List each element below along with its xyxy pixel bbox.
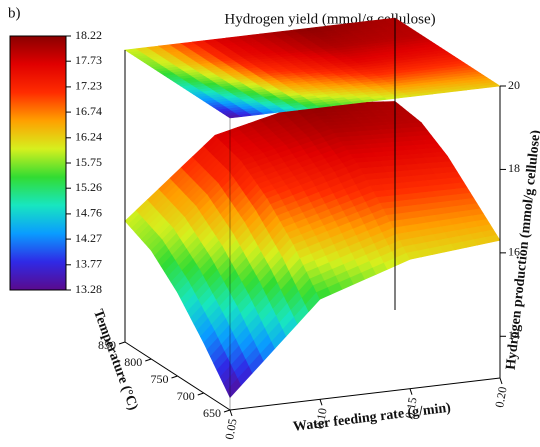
- x-tick: [409, 388, 413, 395]
- y-tick-label: 700: [177, 389, 195, 403]
- z-tick-label: 16: [508, 245, 520, 259]
- x-axis-label: Water feeding rate (g/min): [292, 401, 452, 435]
- surface-patch: [484, 234, 501, 244]
- x-tick-label: 0.20: [492, 386, 509, 409]
- axes: 0.05 0.10 0.15 0.20 650 700 750 800 850 14 16 18 20: [98, 18, 520, 441]
- x-tick-label: 0.15: [402, 396, 419, 419]
- y-tick-label: 650: [203, 406, 221, 420]
- x-tick: [499, 377, 503, 385]
- y-tick: [118, 341, 126, 345]
- colorbar-tick-label: 14.76: [75, 206, 102, 220]
- x-tick-label: 0.05: [222, 418, 239, 441]
- colorbar-tick-label: 17.73: [75, 53, 102, 67]
- y-tick: [171, 375, 178, 379]
- y-tick: [197, 392, 204, 396]
- y-tick-label: 850: [98, 338, 116, 352]
- z-tick-label: 20: [508, 78, 520, 92]
- colorbar-tick-label: 13.28: [75, 282, 102, 296]
- colorbar: [9, 35, 67, 291]
- x-tick-label: 0.10: [312, 407, 329, 430]
- x-tick: [319, 399, 323, 406]
- surface: [124, 101, 501, 399]
- colorbar-tick-label: 15.26: [75, 180, 102, 194]
- axis-line: [229, 377, 501, 411]
- colorbar-tick-label: 14.27: [75, 231, 102, 245]
- colorbar-tick-label: 16.24: [75, 130, 102, 144]
- colorbar-tick-label: 17.23: [75, 79, 102, 93]
- x-tick: [229, 409, 233, 417]
- projection: [124, 17, 501, 119]
- colorbar-tick-label: 18.22: [75, 28, 102, 42]
- y-tick: [223, 409, 231, 413]
- y-tick: [145, 358, 152, 362]
- colorbar-tick-label: 13.77: [75, 257, 102, 271]
- colorbar-tick-label: 15.75: [75, 155, 102, 169]
- colorbar-tick-label: 16.74: [75, 104, 102, 118]
- y-tick-label: 750: [151, 372, 169, 386]
- panel-label: b): [8, 5, 21, 21]
- y-tick-label: 800: [124, 355, 142, 369]
- z-tick-label: 18: [508, 161, 520, 175]
- z-tick-label: 14: [508, 328, 520, 342]
